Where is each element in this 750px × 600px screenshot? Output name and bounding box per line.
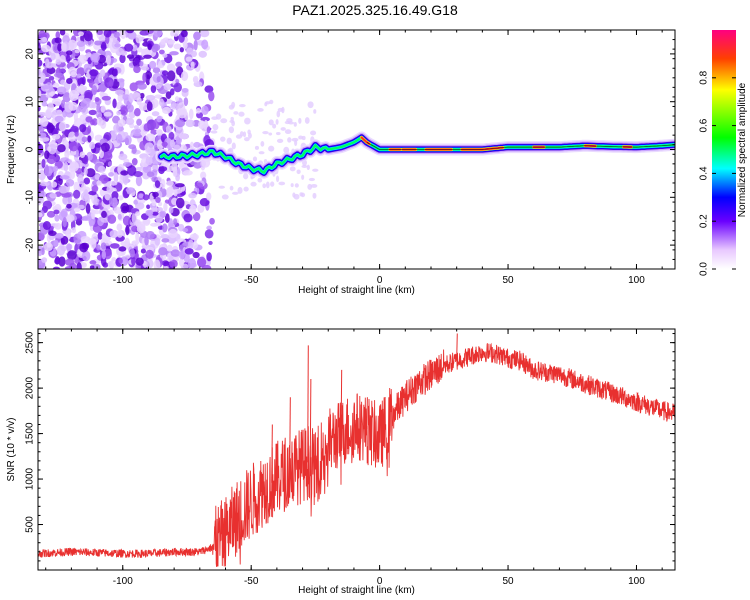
x-tick-label: 50 bbox=[502, 576, 514, 587]
snr-spike bbox=[456, 333, 458, 361]
x-tick-label: -50 bbox=[244, 275, 259, 286]
y-tick-label: 500 bbox=[25, 516, 36, 533]
x-tick-label: 100 bbox=[628, 576, 645, 587]
noise-speckle bbox=[38, 30, 319, 269]
y-tick-label: 1000 bbox=[25, 467, 36, 490]
snr-spike bbox=[271, 424, 273, 483]
x-tick-label: 0 bbox=[377, 576, 383, 587]
y-tick-label: 2000 bbox=[25, 377, 36, 400]
x-tick-label: 100 bbox=[628, 275, 645, 286]
x-tick-label: -100 bbox=[113, 576, 133, 587]
snr-spike bbox=[366, 397, 368, 430]
x-tick-label: 0 bbox=[377, 275, 383, 286]
colorbar bbox=[712, 30, 736, 269]
colorbar-tick-label: 0.8 bbox=[699, 70, 710, 84]
x-tick-label: -50 bbox=[244, 576, 259, 587]
snr-frame bbox=[37, 328, 676, 571]
colorbar-label: Normalized spectral amplitude bbox=[737, 82, 748, 217]
bottom-x-axis-label: Height of straight line (km) bbox=[298, 585, 415, 596]
chart-title: PAZ1.2025.325.16.49.G18 bbox=[292, 2, 458, 18]
top-y-axis-label: Frequency (Hz) bbox=[6, 115, 17, 184]
snr-spike bbox=[309, 379, 312, 461]
top-x-axis-label: Height of straight line (km) bbox=[298, 285, 415, 296]
y-tick-label: 1500 bbox=[25, 422, 36, 445]
snr-spike bbox=[289, 397, 291, 470]
y-tick-label: 0 bbox=[25, 146, 36, 152]
y-tick-label: 20 bbox=[25, 48, 36, 60]
x-tick-label: 50 bbox=[502, 275, 514, 286]
colorbar-tick-label: 0.0 bbox=[699, 262, 710, 276]
colorbar-tick-label: 0.4 bbox=[699, 166, 710, 180]
snr-plot bbox=[38, 333, 675, 567]
spectrogram-plot bbox=[38, 30, 675, 269]
y-tick-label: 2500 bbox=[25, 331, 36, 354]
snr-spike bbox=[307, 345, 309, 463]
y-tick-label: 10 bbox=[25, 96, 36, 108]
snr-line bbox=[38, 342, 675, 567]
snr-spike bbox=[340, 369, 343, 434]
signal-ridge bbox=[155, 131, 675, 179]
colorbar-tick-label: 0.2 bbox=[699, 214, 710, 228]
colorbar-tick-label: 0.6 bbox=[699, 118, 710, 132]
y-tick-label: -20 bbox=[25, 237, 36, 252]
x-tick-label: -100 bbox=[113, 275, 133, 286]
bottom-y-axis-label: SNR (10 * v/v) bbox=[6, 418, 17, 482]
y-tick-label: -10 bbox=[25, 190, 36, 205]
